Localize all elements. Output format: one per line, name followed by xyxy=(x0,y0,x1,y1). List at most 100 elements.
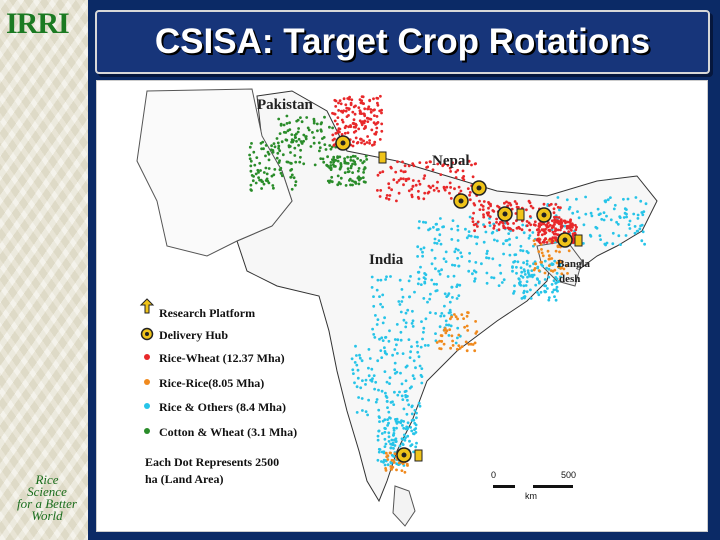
crop-dot xyxy=(375,126,379,130)
crop-dot xyxy=(365,141,369,144)
crop-dot xyxy=(560,272,564,276)
crop-dot xyxy=(559,267,562,270)
crop-dot xyxy=(249,188,253,191)
crop-dot xyxy=(456,336,459,340)
crop-dot xyxy=(397,300,401,303)
crop-dot xyxy=(596,207,600,211)
crop-dot xyxy=(456,168,460,172)
crop-dot xyxy=(500,281,504,284)
crop-dot xyxy=(419,345,423,349)
crop-dot xyxy=(556,265,560,269)
crop-dot xyxy=(416,344,419,348)
crop-dot xyxy=(381,419,385,423)
crop-dot xyxy=(346,131,350,135)
crop-dot xyxy=(406,394,409,398)
crop-dot xyxy=(450,334,454,338)
crop-dot xyxy=(350,357,354,361)
crop-dot xyxy=(440,334,444,338)
crop-dot xyxy=(508,237,511,241)
crop-dot xyxy=(451,296,454,299)
crop-dot xyxy=(450,285,454,289)
crop-dot xyxy=(401,398,405,401)
crop-dot xyxy=(397,191,401,195)
crop-dot xyxy=(349,183,352,187)
crop-dot xyxy=(348,179,351,182)
crop-dot xyxy=(522,261,525,265)
crop-dot xyxy=(354,344,357,348)
crop-dot xyxy=(337,101,340,105)
crop-dot xyxy=(537,250,541,254)
crop-dot xyxy=(373,387,376,391)
crop-dot xyxy=(411,184,415,188)
crop-dot xyxy=(371,143,374,147)
crop-dot xyxy=(557,216,561,219)
crop-dot xyxy=(474,222,478,226)
crop-dot xyxy=(257,176,260,179)
crop-dot xyxy=(352,372,355,375)
crop-dot xyxy=(290,187,294,191)
crop-dot xyxy=(471,217,474,220)
crop-dot xyxy=(554,288,558,292)
crop-dot xyxy=(390,438,394,442)
crop-dot xyxy=(403,433,406,437)
crop-dot xyxy=(349,155,353,159)
crop-dot xyxy=(462,317,465,320)
crop-dot xyxy=(447,334,451,337)
crop-dot xyxy=(374,400,378,404)
crop-dot xyxy=(523,270,526,273)
crop-dot xyxy=(401,160,404,164)
crop-dot xyxy=(294,180,298,184)
crop-dot xyxy=(450,238,454,241)
crop-dot xyxy=(378,195,382,198)
crop-dot xyxy=(466,329,470,332)
crop-dot xyxy=(411,374,415,378)
crop-dot xyxy=(480,262,483,266)
crop-dot xyxy=(423,191,427,195)
crop-dot xyxy=(315,122,319,126)
crop-dot xyxy=(424,317,428,321)
crop-dot xyxy=(548,257,552,261)
crop-dot xyxy=(431,168,435,172)
crop-dot xyxy=(377,447,381,451)
crop-dot xyxy=(404,389,408,393)
crop-dot xyxy=(566,272,569,275)
crop-dot xyxy=(317,141,321,145)
crop-dot xyxy=(399,338,403,342)
crop-dot xyxy=(381,321,385,325)
crop-dot xyxy=(428,311,432,314)
crop-dot xyxy=(552,288,556,292)
crop-dot xyxy=(463,325,466,329)
crop-dot xyxy=(445,329,449,333)
crop-dot xyxy=(336,183,340,187)
crop-dot xyxy=(449,197,453,200)
crop-dot xyxy=(369,108,373,111)
crop-dot xyxy=(402,420,405,423)
crop-dot xyxy=(554,298,558,302)
crop-dot xyxy=(249,183,253,187)
crop-dot xyxy=(447,323,451,327)
crop-dot xyxy=(401,442,404,446)
crop-dot xyxy=(357,167,361,170)
crop-dot xyxy=(421,250,424,254)
crop-dot xyxy=(404,325,408,329)
crop-dot xyxy=(406,177,410,181)
research-platform-marker xyxy=(516,208,525,221)
crop-dot xyxy=(377,408,381,412)
crop-dot xyxy=(388,382,391,385)
crop-dot xyxy=(377,415,381,418)
crop-dot xyxy=(485,252,489,256)
crop-dot xyxy=(402,183,405,187)
crop-dot xyxy=(342,109,346,113)
crop-dot xyxy=(389,442,392,446)
crop-dot xyxy=(435,222,438,226)
crop-dot xyxy=(354,136,358,140)
crop-dot xyxy=(452,274,456,278)
crop-dot xyxy=(529,223,533,227)
crop-dot xyxy=(611,231,615,235)
crop-dot xyxy=(319,122,323,126)
crop-dot xyxy=(513,200,517,203)
crop-dot xyxy=(293,133,297,137)
crop-dot xyxy=(347,108,351,111)
crop-dot xyxy=(306,126,310,130)
crop-dot xyxy=(311,131,314,134)
